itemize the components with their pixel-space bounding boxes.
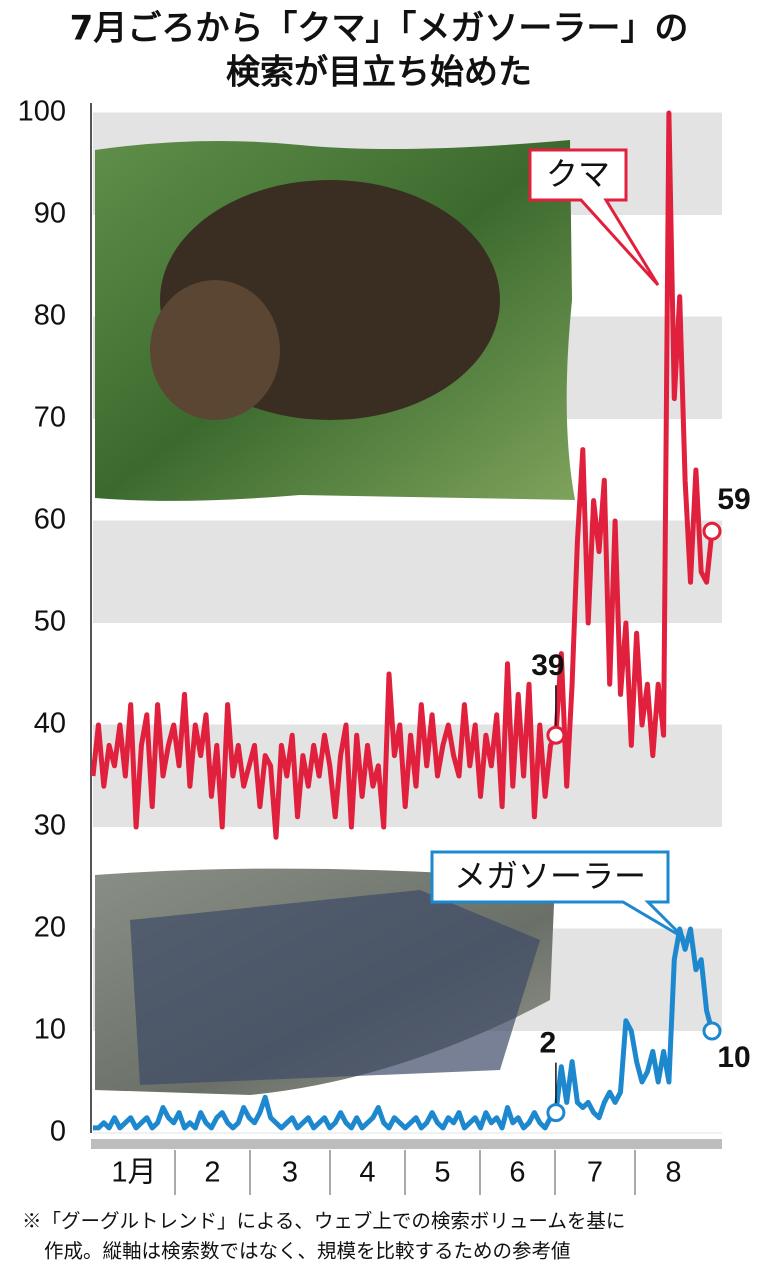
- y-tick-label: 50: [34, 606, 66, 638]
- y-tick-label: 30: [34, 810, 66, 842]
- bear-photo: [150, 280, 280, 420]
- chart-title: 検索が目立ち始めた: [226, 53, 532, 93]
- legend-callout: [430, 850, 686, 940]
- data-label: 10: [717, 1041, 750, 1074]
- data-label: 2: [540, 1027, 557, 1060]
- x-tick-label: 4: [359, 1157, 375, 1189]
- y-tick-label: 100: [18, 96, 66, 128]
- x-tick-label: 8: [665, 1157, 681, 1189]
- y-tick-label: 20: [34, 912, 66, 944]
- point-marker: [546, 1103, 566, 1123]
- series-line: [93, 926, 715, 1131]
- data-label: 39: [531, 649, 564, 682]
- y-tick-label: 0: [50, 1116, 66, 1148]
- grid-band: [93, 521, 722, 623]
- y-tick-label: 10: [34, 1014, 66, 1046]
- y-tick-label: 70: [34, 402, 66, 434]
- data-label: 59: [717, 483, 750, 516]
- chart-title: 7月ごろから「クマ」「メガソーラー」の: [70, 9, 689, 49]
- series-line: [90, 110, 715, 840]
- footnote: 作成。縦軸は検索数ではなく、規模を比較するための参考値: [44, 1240, 571, 1263]
- legend-label: クマ: [546, 155, 610, 193]
- y-tick-label: 80: [34, 300, 66, 332]
- y-tick-label: 40: [34, 708, 66, 740]
- x-tick-label: 5: [434, 1157, 450, 1189]
- point-marker: [702, 521, 722, 541]
- y-tick-label: 90: [34, 198, 66, 230]
- point-marker: [546, 725, 566, 745]
- point-marker: [702, 1021, 722, 1041]
- x-tick-label: 2: [204, 1157, 220, 1189]
- solar-photo: [130, 890, 540, 1085]
- footnote: ※「グーグルトレンド」による、ウェブ上での検索ボリュームを基に: [22, 1210, 625, 1233]
- y-tick-label: 60: [34, 504, 66, 536]
- x-tick-label: 1月: [111, 1157, 156, 1189]
- legend-callout: [528, 148, 660, 287]
- legend-label: メガソーラー: [454, 857, 646, 895]
- x-tick-label: 7: [587, 1157, 603, 1189]
- x-tick-label: 6: [509, 1157, 525, 1189]
- x-axis-bar: [91, 1139, 722, 1149]
- x-tick-label: 3: [282, 1157, 298, 1189]
